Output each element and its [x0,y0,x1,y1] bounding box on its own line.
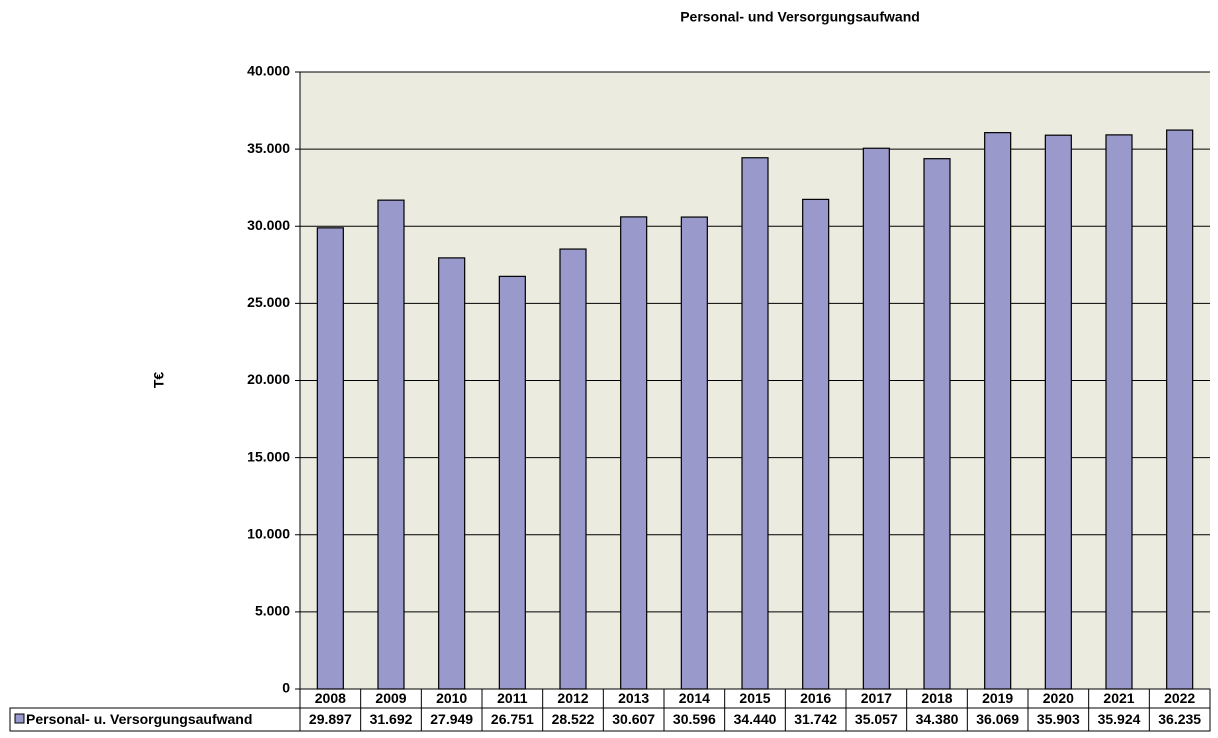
table-value: 31.692 [370,711,413,727]
table-value: 35.924 [1098,711,1141,727]
table-value: 36.069 [976,711,1019,727]
bar [741,157,769,690]
x-tick-label: 2012 [557,690,588,706]
bar [1044,134,1072,690]
table-value: 35.057 [855,711,898,727]
x-tick-label: 2016 [800,690,831,706]
table-value: 27.949 [430,711,473,727]
x-tick-label: 2009 [375,690,406,706]
bar [377,199,405,690]
y-tick-label: 0 [282,680,290,696]
y-tick-label: 30.000 [247,217,290,233]
bar [620,216,648,690]
table-value: 34.380 [916,711,959,727]
table-value: 31.742 [794,711,837,727]
bar [316,227,344,690]
y-tick-label: 35.000 [247,140,290,156]
y-tick-label: 10.000 [247,525,290,541]
x-tick-label: 2022 [1164,690,1195,706]
y-tick-label: 40.000 [247,63,290,79]
x-tick-label: 2010 [436,690,467,706]
x-tick-label: 2018 [921,690,952,706]
y-tick-label: 15.000 [247,448,290,464]
y-tick-label: 20.000 [247,371,290,387]
bar [559,248,587,690]
bar [1105,134,1133,690]
x-tick-label: 2017 [861,690,892,706]
table-value: 34.440 [734,711,777,727]
bar [498,275,526,690]
legend-marker [14,713,25,724]
bar [862,147,890,690]
x-tick-label: 2008 [315,690,346,706]
table-value: 29.897 [309,711,352,727]
bar [680,216,708,690]
chart-title: Personal- und Versorgungsaufwand [680,9,920,25]
table-value: 28.522 [552,711,595,727]
x-tick-label: 2014 [679,690,710,706]
y-axis-label: T€ [151,372,167,389]
table-value: 35.903 [1037,711,1080,727]
table-border [9,707,1211,732]
x-tick-label: 2011 [497,690,528,706]
x-tick-label: 2015 [739,690,770,706]
y-tick-label: 5.000 [255,603,290,619]
x-tick-label: 2020 [1043,690,1074,706]
table-value: 30.607 [612,711,655,727]
bar [438,257,466,690]
bar [802,198,830,690]
table-value: 26.751 [491,711,534,727]
table-value: 30.596 [673,711,716,727]
x-tick-label: 2013 [618,690,649,706]
bar [1166,129,1194,690]
y-tick-label: 25.000 [247,294,290,310]
bar [984,132,1012,690]
legend-label: Personal- u. Versorgungsaufwand [26,711,252,727]
bar [923,158,951,690]
x-tick-label: 2021 [1103,690,1134,706]
x-tick-label: 2019 [982,690,1013,706]
table-value: 36.235 [1158,711,1201,727]
